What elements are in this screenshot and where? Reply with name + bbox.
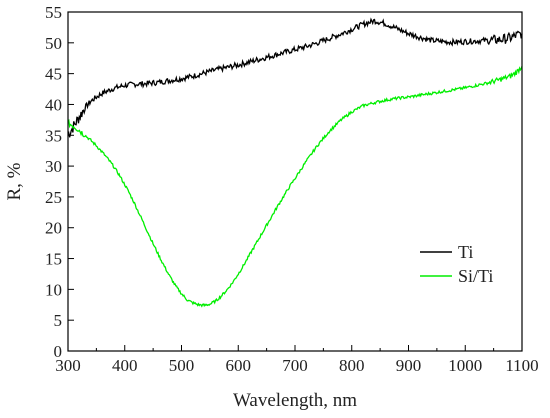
y-tick-label: 50 [45, 34, 62, 53]
x-tick-label: 800 [339, 356, 365, 375]
y-tick-label: 40 [45, 95, 62, 114]
x-axis-ticks: 300 400 500 600 700 800 900 1000 1100 [55, 345, 539, 375]
x-tick-label: 1100 [505, 356, 538, 375]
series-line-1 [67, 65, 523, 308]
y-tick-label: 5 [54, 311, 63, 330]
y-tick-label: 45 [45, 65, 62, 84]
x-tick-label: 600 [226, 356, 252, 375]
x-axis-label: Wavelength, nm [233, 390, 357, 411]
y-tick-label: 15 [45, 250, 62, 269]
y-tick-label: 10 [45, 280, 62, 299]
series-line-0 [67, 17, 523, 138]
y-tick-label: 0 [54, 342, 63, 361]
plot-series [67, 17, 523, 308]
x-tick-label: 1000 [448, 356, 482, 375]
x-tick-label: 400 [112, 356, 138, 375]
y-tick-label: 30 [45, 157, 62, 176]
x-tick-label: 500 [169, 356, 195, 375]
y-tick-label: 20 [45, 219, 62, 238]
legend-label-si-ti: Si/Ti [458, 266, 493, 286]
plot-frame [67, 11, 523, 352]
x-tick-label: 300 [55, 356, 81, 375]
y-axis-ticks: 0 5 10 15 20 25 30 35 40 45 50 55 [45, 3, 74, 361]
y-tick-label: 55 [45, 3, 62, 22]
y-axis-label: R, % [4, 162, 25, 200]
y-tick-label: 35 [45, 126, 62, 145]
x-tick-label: 900 [396, 356, 422, 375]
y-tick-label: 25 [45, 188, 62, 207]
legend: Ti Si/Ti [420, 242, 493, 286]
x-tick-label: 700 [282, 356, 308, 375]
legend-label-ti: Ti [458, 242, 473, 262]
